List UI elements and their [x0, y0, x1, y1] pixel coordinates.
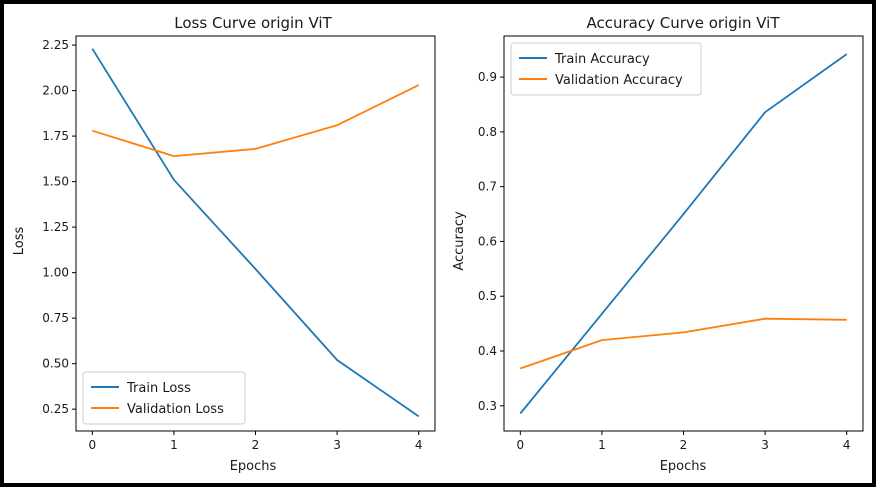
- loss-xtick-label: 3: [333, 438, 341, 452]
- accuracy-xtick-label: 4: [843, 438, 851, 452]
- accuracy-chart-axes: [503, 35, 864, 432]
- loss-series-validation-line: [92, 84, 420, 158]
- loss-xtick-label: 4: [415, 438, 423, 452]
- accuracy-series-train-line: [519, 53, 848, 415]
- accuracy-ytick-label: 0.3: [478, 399, 497, 413]
- loss-ytick-label: 2.25: [42, 38, 69, 52]
- accuracy-xtick-label: 3: [761, 438, 769, 452]
- loss-chart-legend: Train Loss Validation Loss: [82, 371, 246, 425]
- loss-ytick-label: 2.00: [42, 84, 69, 98]
- loss-xtick-label: 1: [170, 438, 178, 452]
- loss-chart: Loss Curve origin ViT Epochs Loss 0 1 2 3 40…: [12, 14, 436, 474]
- accuracy-ytick-label: 0.4: [478, 344, 497, 358]
- loss-legend-box: [82, 371, 246, 425]
- accuracy-chart-lines: [519, 53, 848, 415]
- loss-xtick-label: 2: [252, 438, 260, 452]
- accuracy-ytick-label: 0.5: [478, 289, 497, 303]
- accuracy-chart: Accuracy Curve origin ViT Epochs Accurac…: [452, 14, 864, 474]
- loss-ytick-label: 1.00: [42, 266, 69, 280]
- accuracy-chart-xlabel: Epochs: [660, 459, 707, 474]
- loss-series-train-line: [91, 48, 420, 418]
- loss-ytick-label: 1.50: [42, 175, 69, 189]
- accuracy-legend-box: [510, 42, 702, 96]
- accuracy-xtick-label: 0: [516, 438, 524, 452]
- loss-chart-ticks: 0 1 2 3 4 0.25 0.50 0.75 1.00 1.25 1.50 1.75 2.00 2.2…: [42, 38, 422, 452]
- accuracy-ytick-label: 0.7: [478, 180, 497, 194]
- loss-ytick-label: 0.50: [42, 357, 69, 371]
- accuracy-chart-ylabel: Accuracy: [452, 211, 467, 271]
- loss-chart-ylabel: Loss: [12, 227, 27, 256]
- loss-ytick-label: 1.75: [42, 129, 69, 143]
- loss-chart-lines: [91, 48, 420, 418]
- loss-ytick-label: 0.25: [42, 402, 69, 416]
- loss-chart-title: Loss Curve origin ViT: [174, 14, 332, 32]
- accuracy-legend-train-label: Train Accuracy: [554, 52, 650, 67]
- accuracy-legend-validation-label: Validation Accuracy: [555, 73, 683, 88]
- loss-legend-validation-label: Validation Loss: [127, 402, 224, 417]
- loss-legend-train-label: Train Loss: [126, 381, 191, 396]
- accuracy-chart-ticks: 0 1 2 3 4 0.3 0.4 0.5 0.6 0.7 0.8 0.9: [478, 70, 851, 452]
- accuracy-chart-legend: Train Accuracy Validation Accuracy: [510, 42, 702, 96]
- accuracy-xtick-label: 1: [598, 438, 606, 452]
- accuracy-ytick-label: 0.9: [478, 70, 497, 84]
- accuracy-ytick-label: 0.6: [478, 234, 497, 248]
- accuracy-chart-title: Accuracy Curve origin ViT: [586, 14, 780, 32]
- loss-chart-axes: [75, 35, 436, 432]
- accuracy-ytick-label: 0.8: [478, 125, 497, 139]
- loss-xtick-label: 0: [88, 438, 96, 452]
- loss-ytick-label: 1.25: [42, 220, 69, 234]
- loss-chart-xlabel: Epochs: [230, 459, 277, 474]
- figure-canvas: Loss Curve origin ViT Epochs Loss 0 1 2 3 40…: [12, 14, 864, 474]
- accuracy-series-validation-line: [520, 317, 847, 370]
- accuracy-xtick-label: 2: [680, 438, 688, 452]
- loss-ytick-label: 0.75: [42, 311, 69, 325]
